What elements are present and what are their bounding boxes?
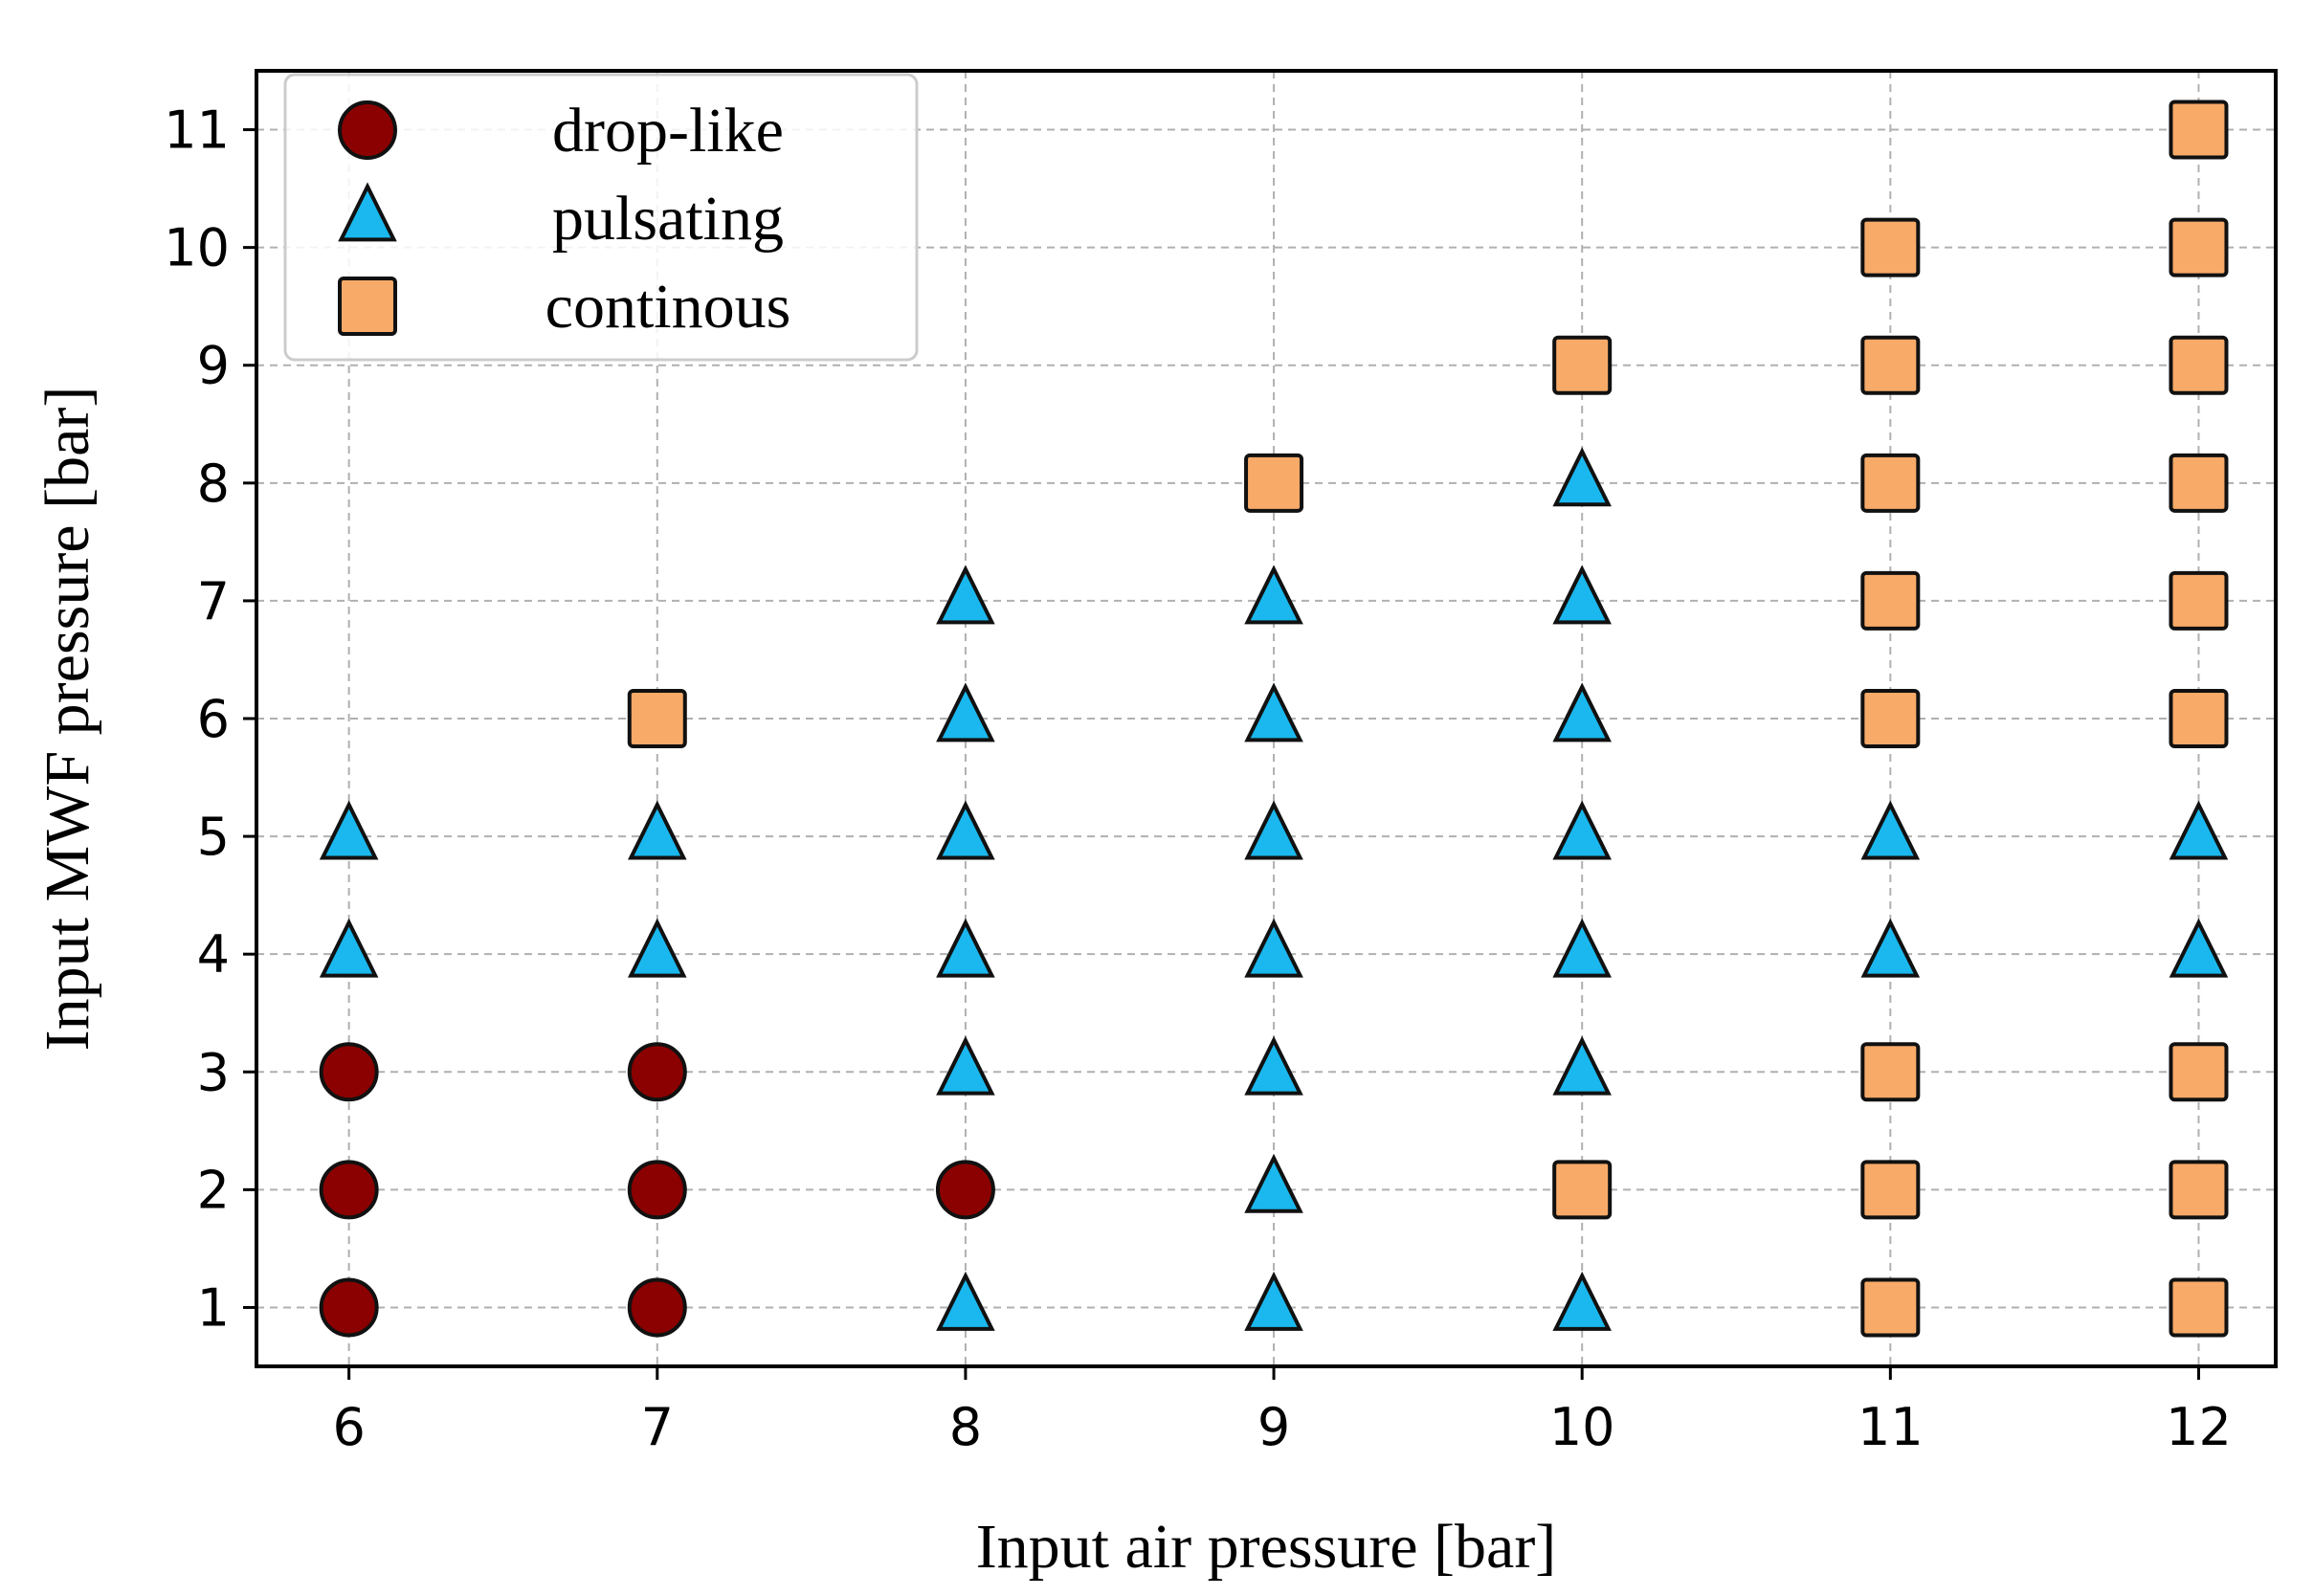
point-continous bbox=[1860, 1277, 1921, 1338]
point-pulsating bbox=[1860, 800, 1921, 860]
point-drop-like bbox=[627, 1160, 687, 1220]
point-continous bbox=[2169, 335, 2229, 395]
point-pulsating bbox=[1860, 918, 1921, 978]
y-tick-label: 8 bbox=[197, 454, 230, 514]
point-pulsating bbox=[936, 1035, 995, 1096]
point-continous bbox=[2169, 689, 2229, 748]
point-pulsating bbox=[1552, 447, 1612, 507]
point-pulsating bbox=[1552, 1271, 1612, 1331]
legend: drop-like pulsating continous bbox=[283, 73, 919, 362]
point-pulsating bbox=[2169, 918, 2229, 978]
legend-marker-continous bbox=[338, 277, 397, 336]
point-continous bbox=[2169, 100, 2229, 160]
point-continous bbox=[1860, 217, 1921, 277]
point-pulsating bbox=[1552, 800, 1612, 860]
y-tick-label: 9 bbox=[197, 336, 230, 396]
x-tick-label: 8 bbox=[949, 1397, 982, 1457]
y-tick-label: 10 bbox=[164, 218, 230, 278]
point-pulsating bbox=[936, 800, 995, 860]
x-tick-label: 7 bbox=[641, 1397, 674, 1457]
point-pulsating bbox=[319, 800, 379, 860]
x-tick-label: 6 bbox=[332, 1397, 365, 1457]
y-tick-label: 7 bbox=[197, 571, 230, 632]
point-pulsating bbox=[936, 918, 995, 978]
point-continous bbox=[1552, 1160, 1613, 1220]
point-pulsating bbox=[319, 918, 379, 978]
x-tick-label: 10 bbox=[1549, 1397, 1615, 1457]
point-drop-like bbox=[319, 1042, 379, 1102]
point-pulsating bbox=[1244, 682, 1303, 743]
y-tick-label: 11 bbox=[164, 100, 230, 161]
point-continous bbox=[1860, 689, 1921, 748]
point-pulsating bbox=[1244, 800, 1303, 860]
y-axis-label: Input MWF pressure [bar] bbox=[33, 387, 102, 1052]
y-tick-label: 2 bbox=[197, 1160, 230, 1220]
point-continous bbox=[2169, 1160, 2229, 1220]
point-pulsating bbox=[628, 800, 687, 860]
point-drop-like bbox=[319, 1160, 379, 1220]
point-drop-like bbox=[627, 1042, 687, 1102]
point-continous bbox=[627, 689, 687, 748]
legend-box bbox=[283, 73, 919, 362]
y-tick-label: 6 bbox=[197, 689, 230, 749]
data-points bbox=[319, 100, 2229, 1338]
point-pulsating bbox=[1552, 1035, 1612, 1096]
point-pulsating bbox=[2169, 800, 2229, 860]
x-tick-label: 9 bbox=[1257, 1397, 1290, 1457]
point-continous bbox=[2169, 570, 2229, 631]
point-pulsating bbox=[1244, 1271, 1303, 1331]
point-drop-like bbox=[319, 1277, 379, 1338]
point-continous bbox=[2169, 1277, 2229, 1338]
y-tick-label: 1 bbox=[197, 1277, 230, 1338]
point-continous bbox=[2169, 453, 2229, 513]
point-continous bbox=[2169, 217, 2229, 277]
point-continous bbox=[2169, 1042, 2229, 1102]
point-pulsating bbox=[1552, 565, 1612, 625]
point-continous bbox=[1860, 1160, 1921, 1220]
x-tick-label: 12 bbox=[2166, 1397, 2232, 1457]
x-axis-label: Input air pressure [bar] bbox=[976, 1512, 1557, 1582]
point-continous bbox=[1860, 570, 1921, 631]
point-continous bbox=[1860, 1042, 1921, 1102]
point-pulsating bbox=[936, 1271, 995, 1331]
legend-label: pulsating bbox=[552, 184, 784, 254]
y-tick-label: 4 bbox=[197, 924, 230, 985]
y-tick-label: 3 bbox=[197, 1042, 230, 1102]
point-pulsating bbox=[628, 918, 687, 978]
legend-label: drop-like bbox=[552, 96, 784, 166]
legend-label: continous bbox=[545, 272, 791, 342]
point-pulsating bbox=[1244, 565, 1303, 625]
point-pulsating bbox=[1244, 1153, 1303, 1213]
point-continous bbox=[1552, 335, 1613, 395]
legend-marker-drop-like bbox=[338, 100, 397, 160]
point-drop-like bbox=[627, 1277, 687, 1338]
point-pulsating bbox=[936, 565, 995, 625]
point-pulsating bbox=[936, 682, 995, 743]
point-continous bbox=[1244, 453, 1304, 513]
point-drop-like bbox=[935, 1160, 995, 1220]
x-tick-label: 11 bbox=[1858, 1397, 1924, 1457]
legend-marker-pulsating bbox=[338, 182, 397, 242]
point-pulsating bbox=[1552, 918, 1612, 978]
point-pulsating bbox=[1244, 1035, 1303, 1096]
point-continous bbox=[1860, 453, 1921, 513]
y-tick-label: 5 bbox=[197, 807, 230, 867]
point-continous bbox=[1860, 335, 1921, 395]
point-pulsating bbox=[1244, 918, 1303, 978]
point-pulsating bbox=[1552, 682, 1612, 743]
